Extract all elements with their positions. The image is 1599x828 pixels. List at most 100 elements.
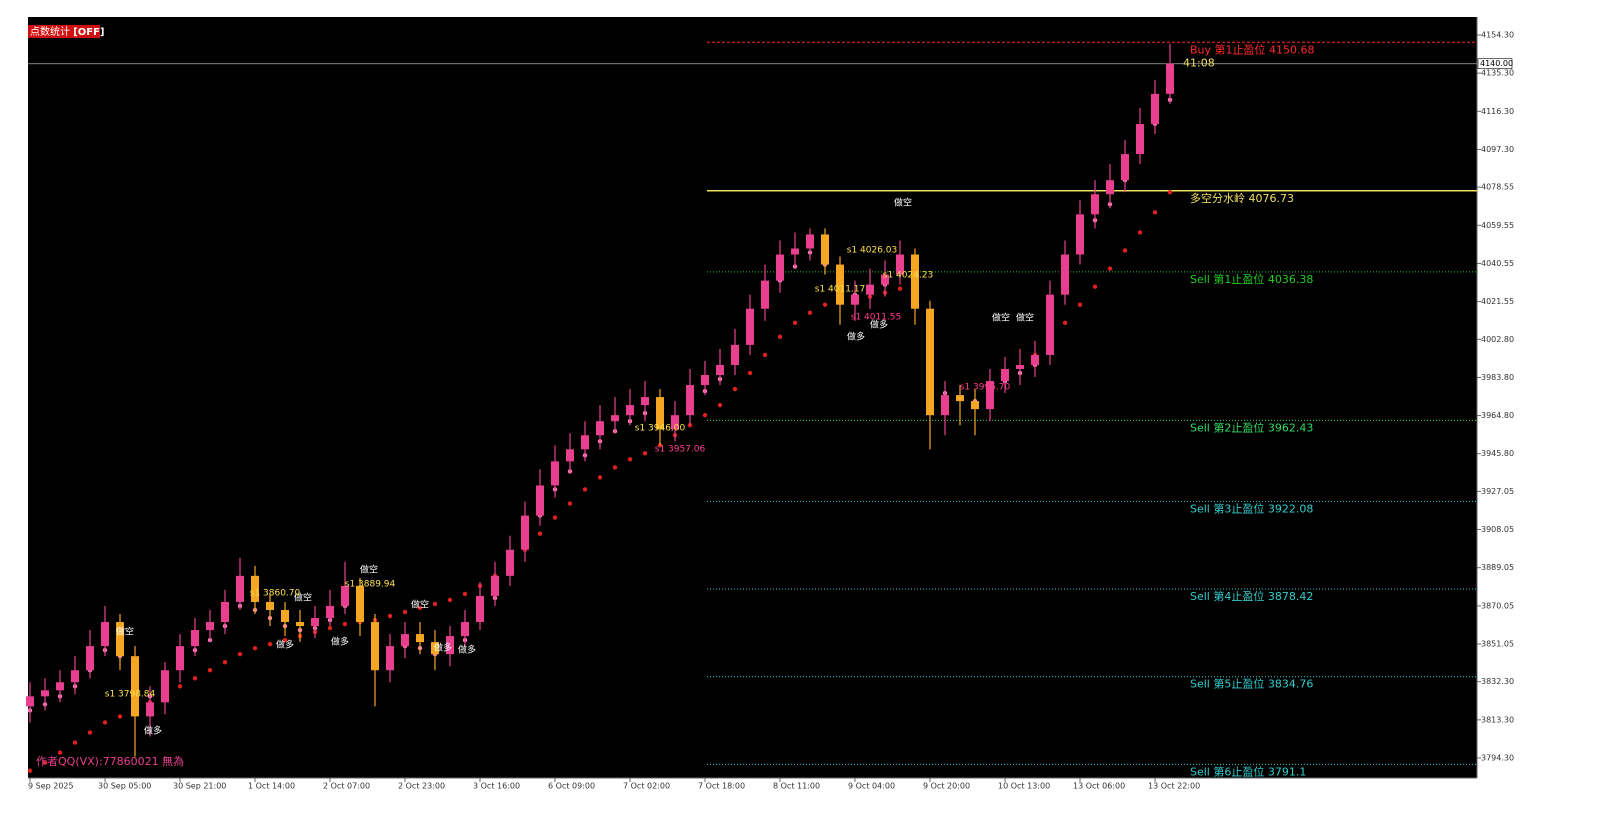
candle-body <box>1031 354 1039 365</box>
level-value: 4076.73 <box>1249 192 1295 205</box>
x-tick-label: 13 Oct 22:00 <box>1148 782 1200 791</box>
level-label: Sell 第1止盈位 4036.38 <box>1190 272 1313 286</box>
candle-body <box>356 585 364 623</box>
candle-body <box>1151 93 1159 124</box>
level-value: 3834.76 <box>1268 678 1314 691</box>
candle-body <box>1001 368 1009 382</box>
candle-body <box>911 254 919 309</box>
candle-body <box>491 575 499 596</box>
level-label: Sell 第3止盈位 3922.08 <box>1190 501 1313 515</box>
candle-body <box>56 682 64 691</box>
candle-body <box>1136 123 1144 155</box>
indicator-dot <box>87 730 93 735</box>
annotation: 做空 <box>1016 312 1034 324</box>
indicator-dot <box>402 609 408 615</box>
annotation: 做多 <box>144 725 162 737</box>
level-value: 3922.08 <box>1268 502 1314 515</box>
annotation: 做多 <box>276 639 294 651</box>
indicator-dot <box>117 714 123 719</box>
candle-body <box>1046 294 1054 355</box>
candle-body <box>251 575 259 602</box>
price-label-box <box>1477 58 1513 70</box>
candle-body <box>941 395 949 416</box>
candle-body <box>431 642 439 655</box>
annotation: 做空 <box>116 626 134 638</box>
author-note: 作者QQ(VX):77860021 無為 <box>36 754 184 768</box>
indicator-dot <box>777 334 783 340</box>
indicator-dot <box>222 659 228 665</box>
indicator-dot <box>1167 190 1173 195</box>
status-box[interactable] <box>28 25 100 38</box>
candle-body <box>1061 254 1069 295</box>
candle-body <box>161 670 169 703</box>
indicator-dot <box>237 651 243 657</box>
level-label: Sell 第6止盈位 3791.1 <box>1190 764 1306 778</box>
candle-body <box>1091 194 1099 215</box>
indicator-dot <box>597 475 603 480</box>
level-name: 多空分水岭 <box>1190 191 1245 205</box>
x-tick-label: 13 Oct 06:00 <box>1073 782 1125 791</box>
indicator-dot <box>807 310 813 315</box>
y-tick-label: 3870.05 <box>1481 601 1514 610</box>
x-tick-label: 3 Oct 16:00 <box>473 782 520 791</box>
status-text: 点数统计 <box>30 25 70 38</box>
level-value: 4036.38 <box>1268 273 1314 286</box>
annotation: 做空 <box>992 312 1010 324</box>
y-tick-label: 4059.55 <box>1481 221 1514 230</box>
indicator-dot <box>1122 248 1128 253</box>
candle-body <box>506 549 514 576</box>
indicator-dot <box>552 515 558 520</box>
level-name: Sell 第3止盈位 <box>1190 501 1264 515</box>
annotation: s1 4011.17 <box>815 285 866 295</box>
candle-body <box>326 605 334 619</box>
indicator-dot <box>717 402 723 408</box>
x-tick-label: 8 Oct 11:00 <box>773 782 820 791</box>
candle-body <box>86 646 94 671</box>
candle-body <box>371 622 379 671</box>
candle-body <box>221 601 229 623</box>
x-tick-label: 7 Oct 02:00 <box>623 782 670 791</box>
indicator-dot <box>612 465 618 470</box>
y-tick-label: 4021.55 <box>1481 297 1514 306</box>
candle-body <box>971 401 979 410</box>
chart-layer: 4154.30 4135.30 4116.30 4097.30 4078.55 4059.… <box>26 30 1514 791</box>
plot-area <box>28 17 1477 778</box>
indicator-dot <box>1092 284 1098 289</box>
level-value: 3878.42 <box>1268 590 1314 603</box>
annotation: 做多 <box>331 636 349 648</box>
annotation: 做空 <box>411 599 429 611</box>
status-state: [OFF] <box>73 27 104 38</box>
indicator-dot <box>72 740 78 745</box>
indicator-dot <box>192 676 198 681</box>
indicator-dot <box>282 637 288 643</box>
annotation: 做空 <box>894 197 912 209</box>
level-label: Sell 第5止盈位 3834.76 <box>1190 677 1313 691</box>
candle-body <box>596 421 604 436</box>
indicator-dot <box>747 370 753 376</box>
candle-body <box>566 449 574 462</box>
candle-body <box>521 515 529 550</box>
candle-body <box>146 702 154 717</box>
candle-body <box>536 485 544 516</box>
candle-body <box>26 696 34 707</box>
candle-body <box>851 294 859 305</box>
candle-body <box>746 308 754 345</box>
indicator-dot <box>1062 320 1068 325</box>
candle-body <box>416 634 424 643</box>
annotation: 做空 <box>294 592 312 604</box>
indicator-dot <box>27 768 33 773</box>
indicator-dot <box>567 501 573 506</box>
indicator-dot <box>252 645 258 651</box>
y-tick-label: 3927.05 <box>1481 487 1514 496</box>
level-label: Buy 第1止盈位 4150.68 <box>1190 42 1315 56</box>
candle-body <box>881 274 889 285</box>
y-tick-label: 4097.30 <box>1481 145 1514 154</box>
indicator-dot <box>417 605 423 611</box>
annotation: s1 4024.23 <box>883 271 934 281</box>
annotation: 做空 <box>360 564 378 576</box>
candle-body <box>896 254 904 275</box>
level-name: Sell 第4止盈位 <box>1190 589 1264 603</box>
x-tick-label: 9 Sep 2025 <box>28 782 74 791</box>
indicator-dot <box>42 760 48 765</box>
